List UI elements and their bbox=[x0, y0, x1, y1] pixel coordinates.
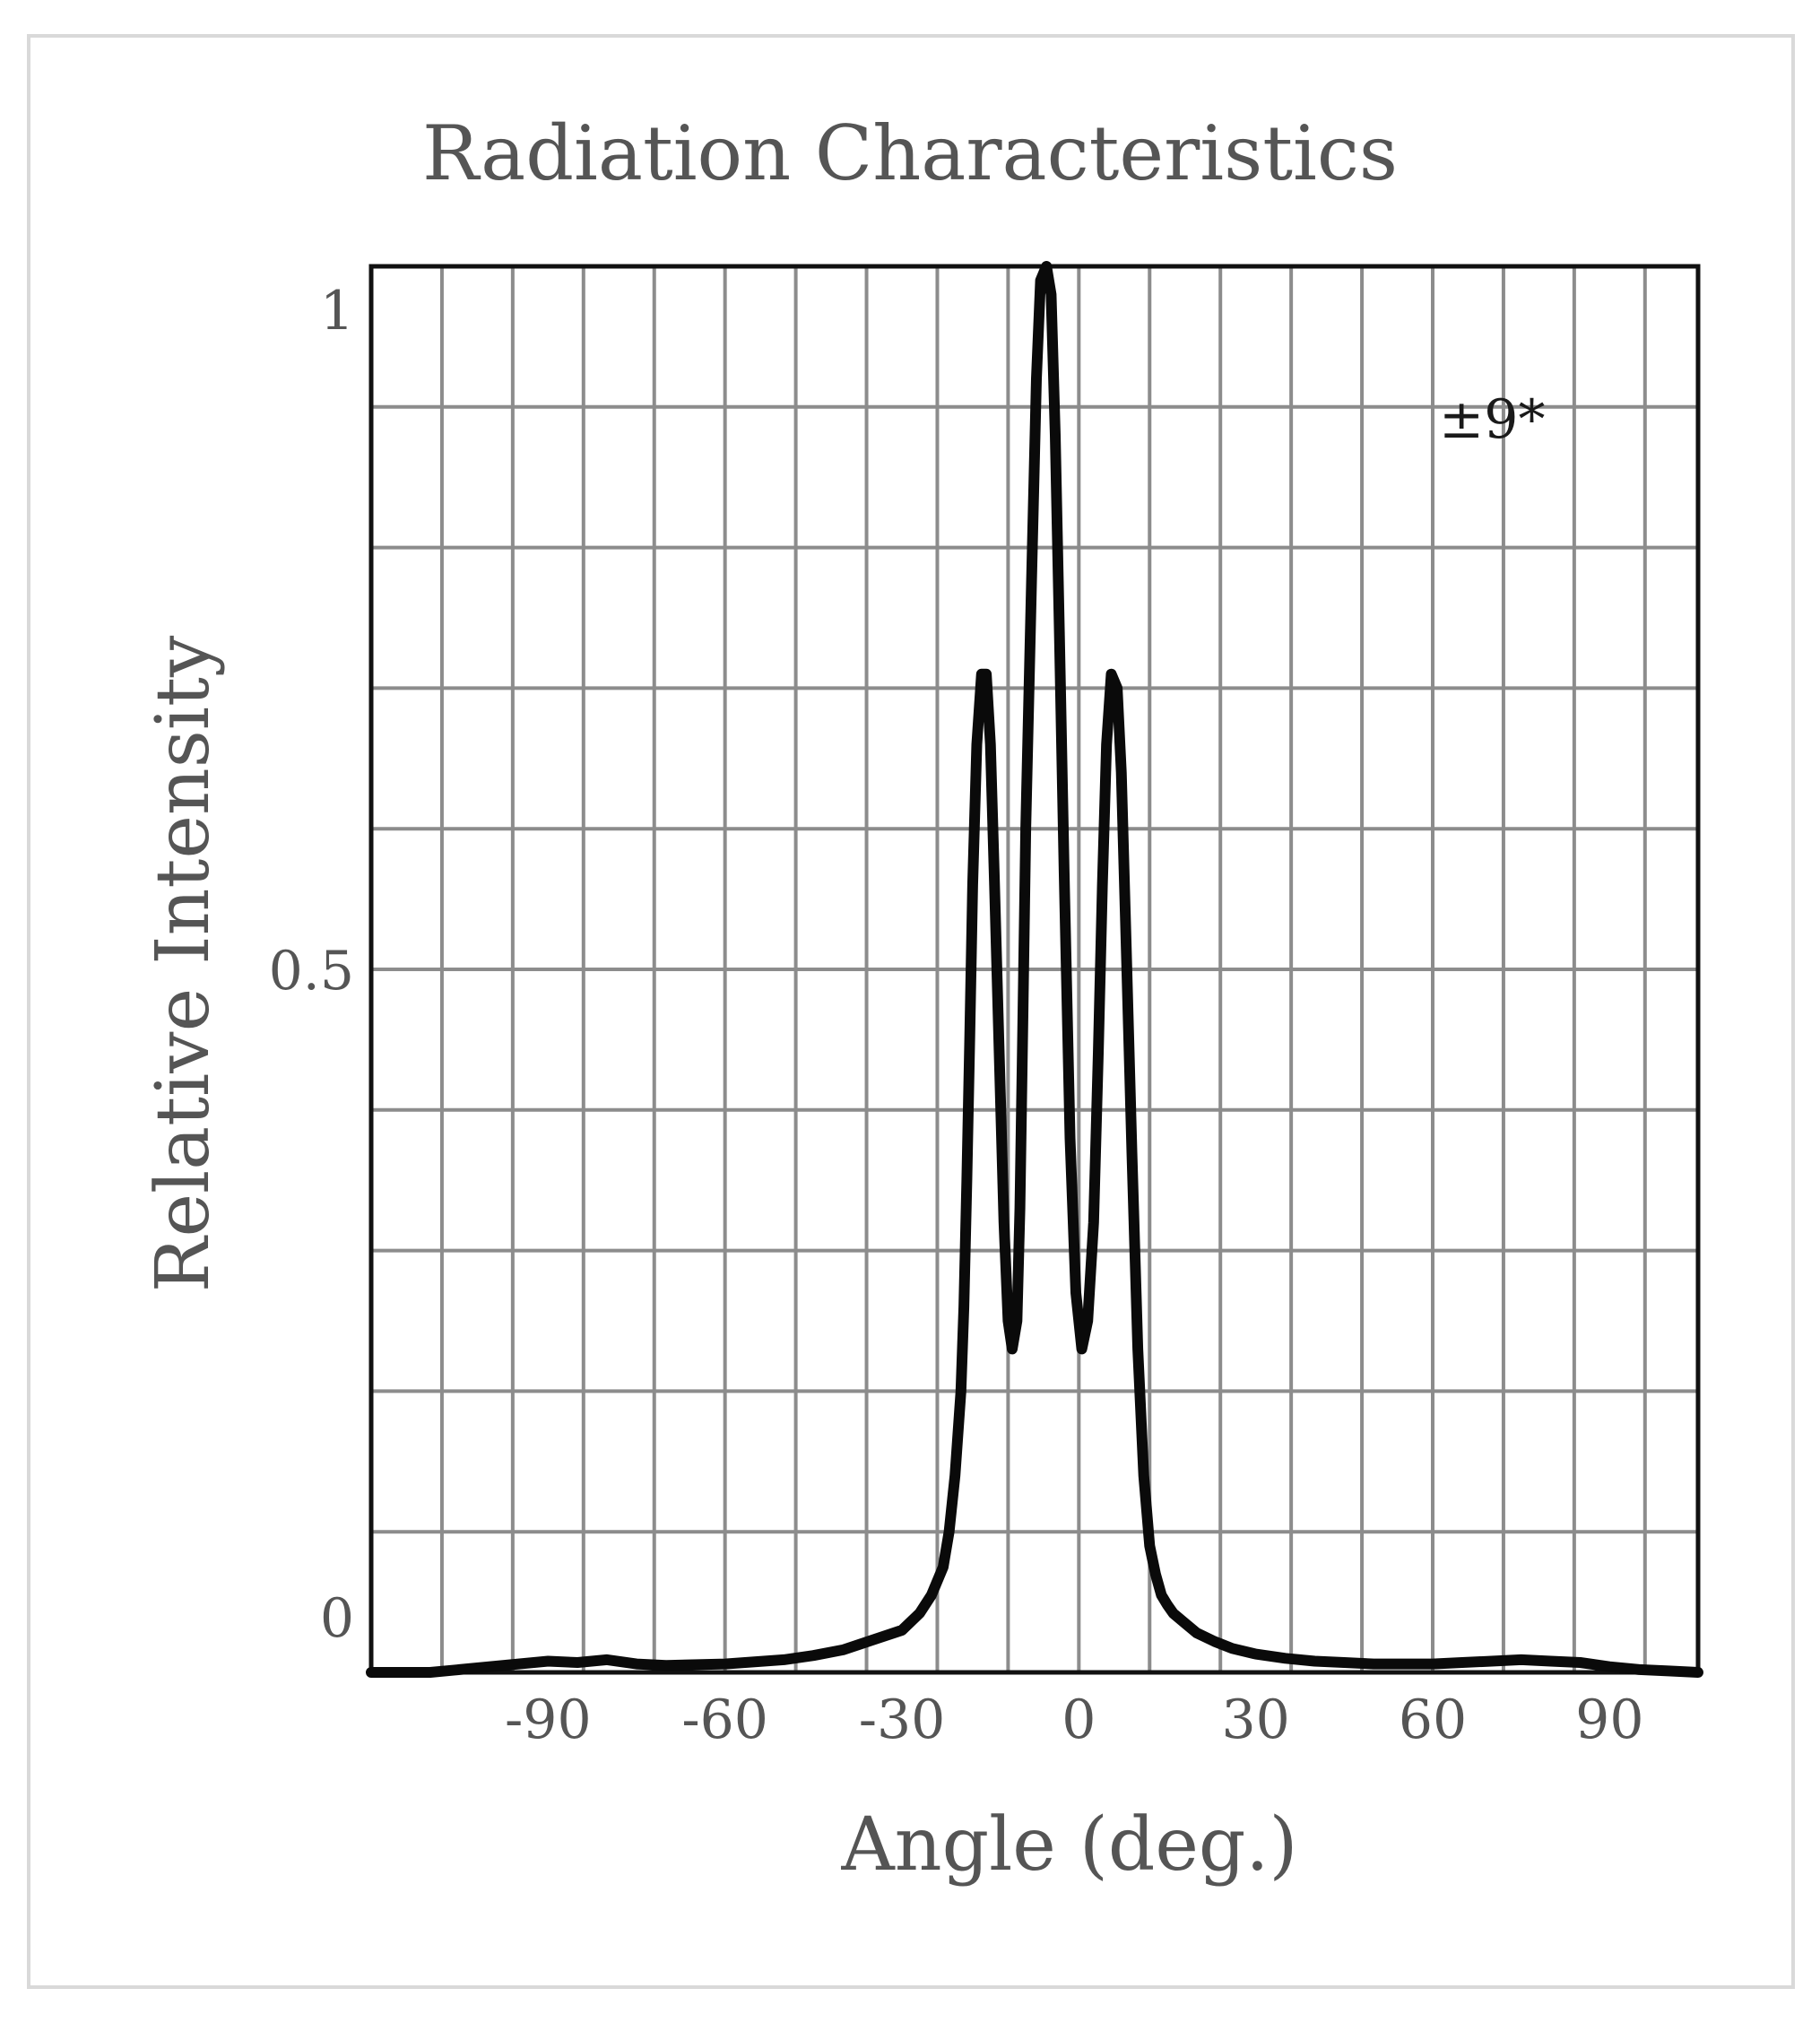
annotation-text: ±9* bbox=[1439, 388, 1545, 451]
x-tick-label: -60 bbox=[681, 1689, 768, 1751]
grid-layer bbox=[371, 266, 1698, 1672]
annotations: ±9* bbox=[1439, 388, 1545, 451]
y-tick-labels: 00.51 bbox=[269, 280, 354, 1650]
intensity-curve bbox=[366, 261, 1703, 1678]
x-tick-label: -90 bbox=[505, 1689, 592, 1751]
x-tick-label: 30 bbox=[1221, 1689, 1289, 1751]
y-tick-label: 0 bbox=[320, 1587, 354, 1650]
x-axis-label: Angle (deg.) bbox=[841, 1802, 1298, 1888]
y-tick-label: 0.5 bbox=[269, 940, 354, 1003]
y-axis-label: Relative Intensity bbox=[141, 635, 226, 1292]
y-tick-label: 1 bbox=[320, 280, 354, 343]
x-tick-label: 60 bbox=[1399, 1689, 1467, 1751]
x-tick-label: 0 bbox=[1062, 1689, 1096, 1751]
chart-title: Radiation Characteristics bbox=[422, 109, 1398, 197]
x-tick-label: -30 bbox=[859, 1689, 946, 1751]
plot-border bbox=[368, 264, 1701, 1675]
x-tick-labels: -90 -60 -30 0 30 60 90 bbox=[505, 1689, 1643, 1751]
x-tick-label: 90 bbox=[1575, 1689, 1643, 1751]
